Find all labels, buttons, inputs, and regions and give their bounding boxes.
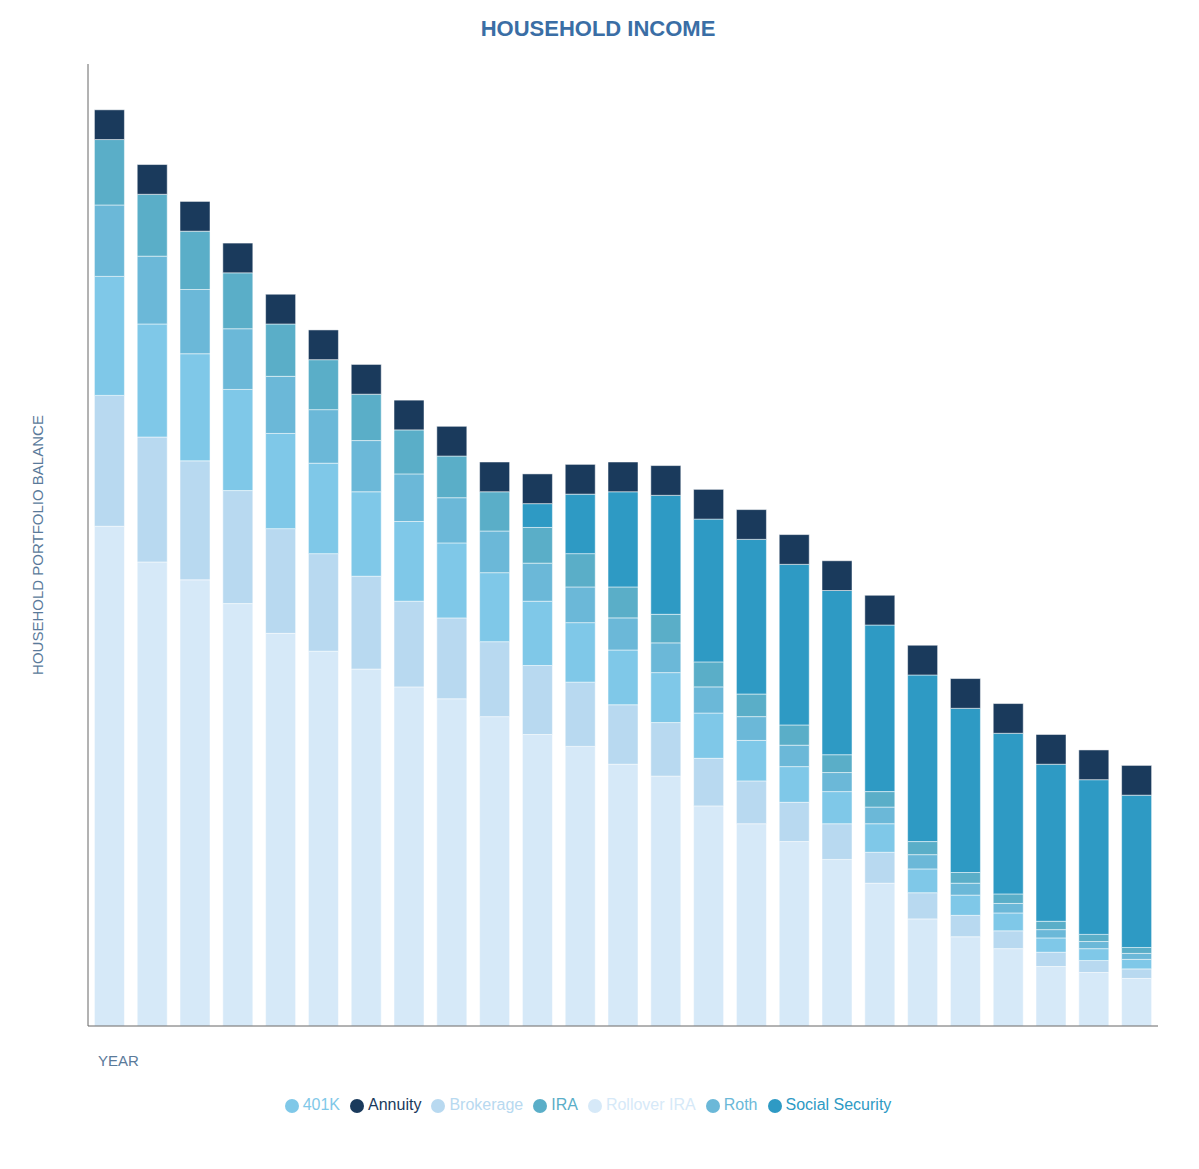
html-text:Annuity: Annuity	[368, 1096, 422, 1113]
html-text:Roth: Roth	[723, 1096, 758, 1113]
html-text:Rollover IRA: Rollover IRA	[605, 1096, 696, 1113]
html-text:Social Security: Social Security	[785, 1096, 892, 1113]
html-text:HOUSEHOLD INCOME: HOUSEHOLD INCOME	[480, 16, 716, 41]
svg-text:HOUSEHOLD PORTFOLIO BALANCE: HOUSEHOLD PORTFOLIO BALANCE	[29, 415, 46, 675]
html-text:IRA: IRA	[551, 1096, 578, 1113]
html-text:Brokerage: Brokerage	[449, 1096, 524, 1113]
svg-text:YEAR: YEAR	[98, 1052, 139, 1069]
html-text:401K: 401K	[302, 1096, 340, 1113]
